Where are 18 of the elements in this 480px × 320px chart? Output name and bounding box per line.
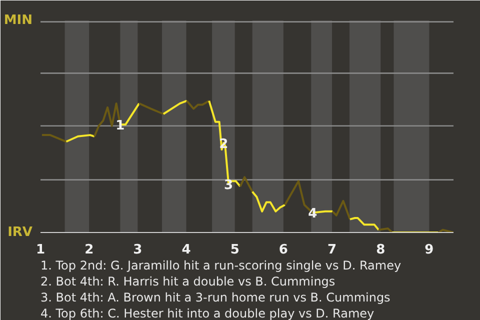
annotation: 4 [308, 206, 318, 222]
x-tick-label: 4 [182, 242, 191, 258]
x-tick-label: 6 [278, 242, 288, 258]
annotation: 1 [116, 118, 125, 134]
text: 1. Top 2nd: G. Jaramillo hit a run-scoring single vs D. Ramey [40, 258, 402, 272]
x-tick-label: 1 [36, 242, 46, 258]
x-tick-label: 7 [328, 242, 337, 258]
x-tick-label: 5 [230, 242, 240, 258]
text: 4. Top 6th: C. Hester hit into a double play vs D. Ramey [40, 306, 374, 320]
annotation: 3 [224, 178, 234, 193]
x-tick-label: 2 [84, 242, 94, 258]
x-tick-label: 3 [133, 242, 142, 258]
x-tick-label: 9 [424, 242, 434, 258]
text: MIN [4, 13, 33, 28]
text: IRV [8, 225, 33, 240]
text: 3. Bot 4th: A. Brown hit a 3-run home run vs B. Cummings [40, 290, 390, 304]
x-tick-label: 8 [376, 242, 386, 258]
text: 2. Bot 4th: R. Harris hit a double vs B. Cummings [40, 274, 336, 288]
